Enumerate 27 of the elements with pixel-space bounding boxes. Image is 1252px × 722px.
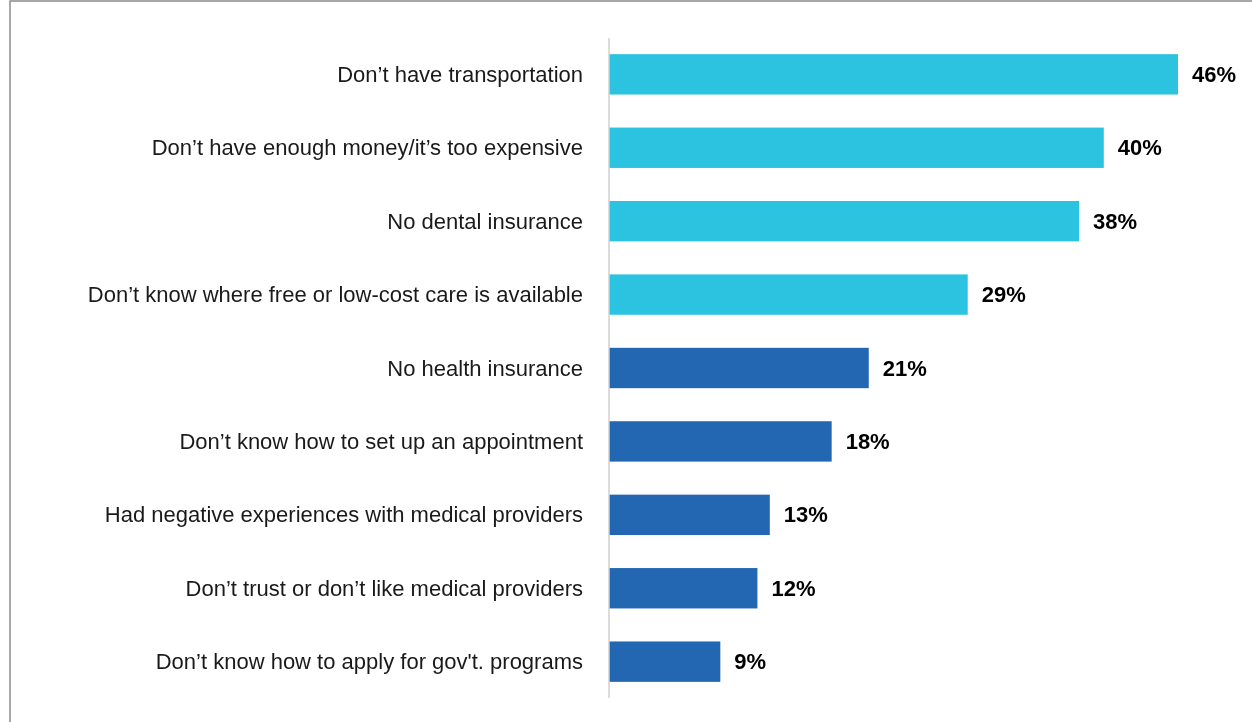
data-label: 21% [882,355,927,381]
data-label: 13% [783,502,828,528]
y-tick-label: Don’t have transportation [337,61,583,87]
y-tick-label: Don’t know where free or low-cost care is available [87,282,583,308]
y-tick-label: Don’t have enough money/it’s too expensive [151,135,583,161]
y-tick-label: Don’t know how to apply for gov't. programs [155,649,583,675]
bar [609,494,770,536]
bar [609,200,1080,242]
bar [609,54,1178,95]
bar [609,421,832,462]
y-tick-label: No health insurance [387,355,583,381]
bar [609,568,758,609]
data-label: 46% [1192,61,1237,87]
y-tick-label: Don’t trust or don’t like medical providers [185,575,583,601]
y-tick-label: No dental insurance [387,208,583,234]
data-label: 9% [734,649,767,675]
data-label: 18% [845,428,890,454]
bar [609,274,968,315]
data-label: 40% [1117,135,1162,161]
y-tick-label: Don’t know how to set up an appointment [179,428,583,454]
bar [609,641,721,682]
bar [609,127,1104,168]
data-label: 38% [1093,208,1138,234]
data-label: 29% [981,282,1026,308]
bar [609,347,869,389]
y-tick-label: Had negative experiences with medical providers [104,502,583,528]
data-label: 12% [771,575,816,601]
